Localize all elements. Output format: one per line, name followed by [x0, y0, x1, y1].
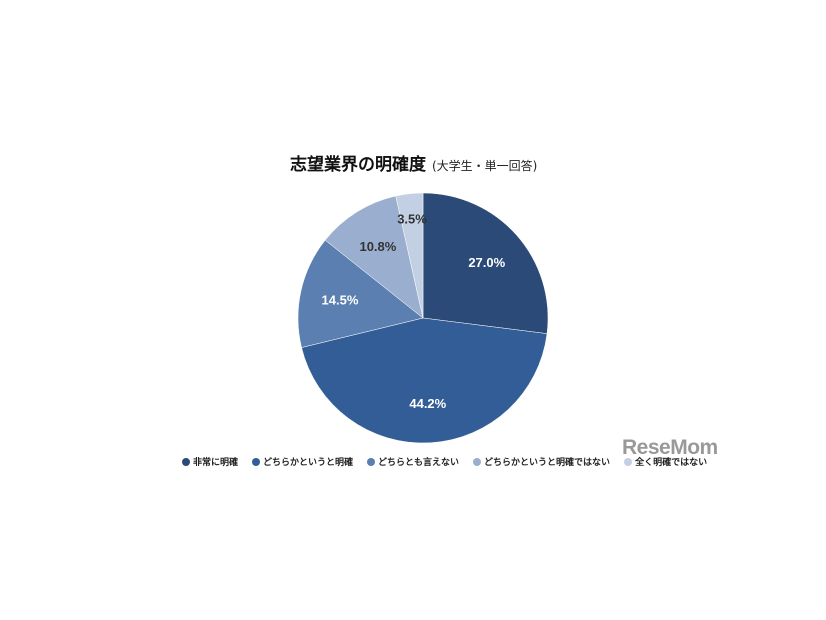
legend-swatch	[182, 457, 190, 466]
legend: 非常に明確 どちらかというと明確 どちらとも言えない どちらかというと明確ではない 全く…	[182, 455, 707, 468]
pie-slice	[301, 317, 548, 444]
legend-item: どちらかというと明確	[252, 455, 353, 468]
legend-swatch	[473, 457, 482, 466]
pie-slice	[422, 192, 549, 334]
legend-label: どちらかというと明確	[263, 458, 354, 468]
data-label: 14.5%	[322, 293, 359, 308]
pie-slice	[297, 239, 424, 348]
legend-item: どちらとも言えない	[367, 455, 459, 468]
legend-label: 全く明確ではない	[635, 458, 708, 468]
legend-label: どちらかというと明確ではない	[484, 458, 611, 468]
legend-swatch	[624, 457, 633, 466]
data-label: 3.5%	[397, 212, 427, 227]
data-label: 10.8%	[359, 239, 396, 254]
resemom-logo: ReseMom	[622, 436, 718, 459]
title-subtitle: (大学生・単一回答)	[432, 159, 538, 173]
data-label: 44.2%	[409, 396, 446, 411]
legend-swatch	[252, 457, 261, 466]
legend-item: どちらかというと明確ではない	[473, 455, 610, 468]
legend-label: 非常に明確	[193, 458, 239, 468]
chart-title: 志望業界の明確度 (大学生・単一回答)	[290, 150, 537, 175]
title-main: 志望業界の明確度	[290, 155, 426, 175]
pie-slice	[324, 195, 424, 319]
legend-label: どちらとも言えない	[378, 458, 460, 468]
legend-swatch	[367, 457, 376, 466]
legend-item: 非常に明確	[182, 455, 238, 468]
data-label: 27.0%	[468, 255, 505, 270]
pie-slice	[395, 192, 424, 319]
legend-item: 全く明確ではない	[624, 455, 707, 468]
